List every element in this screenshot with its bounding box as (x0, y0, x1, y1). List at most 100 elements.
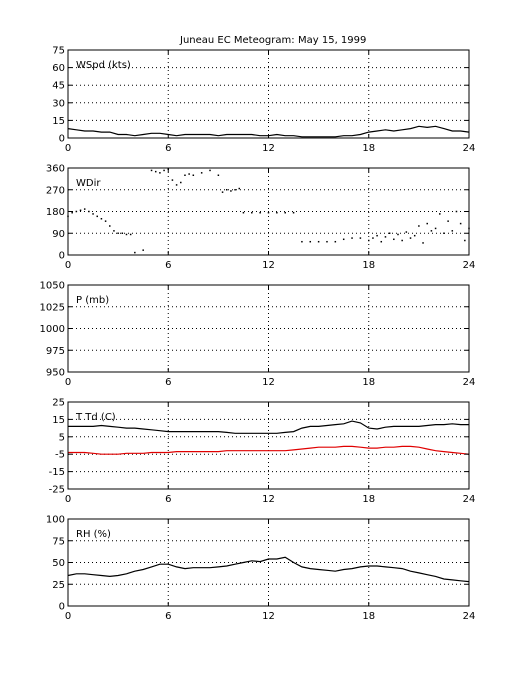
x-tick-label: 0 (65, 494, 71, 505)
data-point (464, 239, 466, 242)
panel-5: 0 6 12 18 24 0 25 50 75 100 RH (%) (46, 515, 475, 623)
data-point (397, 233, 399, 236)
x-tick-label: 18 (362, 377, 375, 388)
panel-label: WSpd (kts) (76, 60, 131, 71)
y-tick-label: -25 (49, 485, 65, 496)
data-point (267, 211, 270, 214)
data-point (334, 240, 337, 243)
x-tick-label: 24 (463, 260, 476, 271)
data-point (121, 232, 124, 234)
y-tick-label: 45 (52, 81, 65, 92)
data-point (342, 238, 345, 241)
panel-label: RH (%) (76, 529, 111, 540)
data-point (443, 232, 445, 234)
x-tick-label: 0 (65, 143, 71, 154)
data-point (447, 220, 449, 222)
series-line-1 (68, 420, 469, 434)
data-point (209, 169, 211, 172)
x-tick-label: 12 (262, 494, 275, 505)
data-point (75, 210, 78, 213)
x-tick-label: 24 (463, 377, 476, 388)
data-point (217, 174, 220, 176)
figure-title: Juneau EC Meteogram: (179, 35, 295, 46)
y-tick-label: 180 (46, 207, 65, 218)
y-tick-label: -5 (55, 450, 65, 461)
y-tick-label: 0 (59, 602, 65, 613)
data-point (184, 174, 186, 176)
data-point (292, 211, 295, 214)
data-point (171, 179, 174, 181)
data-point (372, 237, 374, 239)
x-tick-label: 18 (362, 494, 375, 505)
y-tick-label: 50 (52, 558, 65, 569)
panel-1: 0 6 12 18 24 0 15 30 45 60 75 WSpd (kts) (52, 46, 475, 155)
data-point (109, 225, 111, 227)
data-point (326, 240, 328, 243)
series-line-2 (68, 445, 470, 455)
data-point (430, 230, 433, 232)
y-tick-label: 0 (59, 134, 65, 145)
data-point (192, 174, 195, 176)
data-point (200, 172, 203, 174)
x-tick-label: 12 (262, 377, 275, 388)
data-point (142, 249, 144, 251)
data-point (230, 190, 232, 192)
data-point (418, 225, 420, 227)
data-point (413, 234, 416, 237)
x-tick-label: 18 (362, 260, 375, 271)
data-point (301, 240, 303, 243)
y-tick-label: 0 (59, 251, 65, 262)
data-point (79, 209, 82, 212)
y-tick-label: 75 (52, 536, 65, 547)
y-tick-label: 75 (52, 46, 65, 57)
x-tick-label: 18 (362, 611, 375, 622)
panel-label: WDir (76, 178, 101, 189)
plot-area (67, 556, 470, 583)
data-point (317, 240, 320, 243)
y-tick-label: 15 (52, 116, 65, 127)
data-point (401, 239, 403, 242)
data-point (259, 211, 261, 214)
data-point (284, 211, 286, 214)
data-point (92, 213, 94, 215)
data-point (251, 211, 253, 214)
panel-4: 0 6 12 18 24 -25 -15 -5 5 15 25 T Td (C) (49, 398, 476, 506)
data-point (455, 210, 458, 213)
y-tick-label: 975 (46, 346, 65, 357)
data-point (359, 237, 362, 239)
data-point (405, 231, 408, 233)
plot-area (68, 420, 470, 455)
x-tick-label: 6 (165, 611, 171, 622)
data-point (180, 181, 182, 184)
y-tick-label: 60 (52, 63, 65, 74)
data-point (175, 184, 178, 186)
y-tick-label: 25 (52, 580, 65, 591)
data-point (380, 240, 383, 243)
y-tick-label: 270 (46, 185, 65, 196)
x-tick-label: 24 (463, 143, 476, 154)
data-point (276, 211, 278, 214)
data-point (188, 173, 190, 175)
data-point (104, 220, 107, 222)
data-point (150, 169, 153, 172)
figure-date: May 15, 1999 (298, 35, 366, 46)
y-tick-label: 90 (52, 229, 65, 240)
x-tick-label: 24 (463, 494, 476, 505)
data-point (225, 189, 228, 191)
x-tick-label: 0 (65, 260, 71, 271)
x-tick-label: 12 (262, 143, 275, 154)
data-point (384, 236, 387, 238)
data-point (238, 187, 241, 190)
data-point (376, 234, 378, 237)
x-tick-label: 12 (262, 611, 275, 622)
x-tick-label: 6 (165, 260, 171, 271)
data-point (117, 232, 119, 234)
data-point (96, 215, 98, 218)
data-point (393, 238, 395, 241)
y-tick-label: 1050 (40, 281, 65, 292)
data-point (163, 169, 165, 172)
data-point (459, 222, 462, 225)
data-point (125, 233, 128, 236)
y-tick-label: 15 (52, 415, 65, 426)
